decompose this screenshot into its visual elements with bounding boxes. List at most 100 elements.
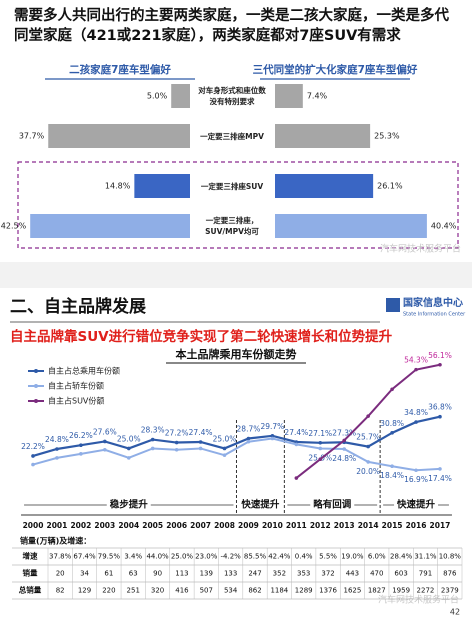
table-cell: 1184 <box>270 587 288 595</box>
table-cell: 470 <box>370 570 383 578</box>
point <box>318 446 323 451</box>
x-tick-label: 2010 <box>262 521 283 530</box>
point <box>246 436 251 441</box>
point <box>414 367 418 372</box>
point <box>31 454 35 458</box>
table-cell: 增速 <box>23 551 38 561</box>
value-label: 16.9% <box>404 475 428 484</box>
phase-label: 快速提升 <box>397 499 436 511</box>
point <box>390 387 394 392</box>
point <box>126 446 131 451</box>
category-label: 一定要三排座SUV <box>200 181 264 191</box>
x-tick-label: 2013 <box>334 521 355 530</box>
watermark: 汽车网技术服务平台 <box>380 243 461 255</box>
series-line <box>32 415 441 458</box>
point <box>366 414 370 418</box>
value-label: 24.8% <box>332 454 356 463</box>
highlight-box <box>17 161 459 249</box>
x-tick-label: 2017 <box>430 521 451 530</box>
x-tick-label: 2009 <box>238 521 259 530</box>
table-cell: 28.4% <box>390 553 413 561</box>
point <box>390 464 394 469</box>
value-label: 25.7% <box>356 433 380 442</box>
table-cell: 251 <box>127 587 140 595</box>
table-cell: 862 <box>248 587 261 595</box>
table-cell: 10.8% <box>439 553 462 561</box>
bar <box>30 214 191 238</box>
x-tick-label: 2006 <box>166 521 187 530</box>
table-cell: 37.8% <box>49 553 72 561</box>
point <box>103 439 107 444</box>
legend-marker <box>34 399 38 403</box>
point <box>126 456 131 460</box>
table-cell: 113 <box>175 570 188 578</box>
value-label: 20.0% <box>356 467 380 476</box>
point <box>414 420 418 424</box>
point <box>342 447 347 451</box>
point <box>366 460 370 464</box>
table-cell: 90 <box>153 570 162 578</box>
value-label: 14.8% <box>105 182 131 191</box>
point <box>366 444 370 449</box>
legend-marker <box>34 384 38 388</box>
value-label: 24.8% <box>45 435 69 444</box>
table-cell: 42.4% <box>268 553 291 561</box>
value-label: 7.4% <box>307 92 328 101</box>
table-cell: 133 <box>224 570 237 578</box>
value-label: 27.4% <box>189 428 213 437</box>
table-cell: 63 <box>129 570 138 578</box>
table-cell: 25.0% <box>171 553 194 561</box>
x-tick-label: 2004 <box>118 521 139 530</box>
table-cell: 销量 <box>23 568 38 578</box>
table-cell: 23.0% <box>195 553 218 561</box>
value-label: 36.8% <box>428 403 452 412</box>
point <box>246 439 251 444</box>
table-cell: 1827 <box>368 587 386 595</box>
value-label: 27.3% <box>332 428 356 437</box>
table-cell: 总销量 <box>19 585 42 595</box>
value-label: 25.0% <box>213 434 237 443</box>
table-cell: 61 <box>104 570 113 578</box>
bar <box>134 174 190 198</box>
point <box>294 442 299 447</box>
table-cell: 129 <box>78 587 91 595</box>
table-cell: 416 <box>175 587 189 595</box>
section-title: 二、自主品牌发展 <box>10 296 146 317</box>
table-cell: 2379 <box>441 587 459 595</box>
table-cell: 44.0% <box>146 553 169 561</box>
point <box>438 414 442 419</box>
table-cell: 31.1% <box>414 553 437 561</box>
bar <box>275 174 374 198</box>
phase-bg <box>394 498 439 512</box>
watermark: 汽车网技术服务平台 <box>378 594 459 606</box>
table-cell: 1959 <box>392 587 410 595</box>
logo-name: 国家信息中心 <box>403 296 463 309</box>
point <box>79 452 83 456</box>
slide-gap <box>0 262 472 288</box>
x-tick-label: 2015 <box>382 521 403 530</box>
table-cell: 3.4% <box>124 553 142 561</box>
legend-label: 自主占SUV份额 <box>48 396 104 406</box>
phase-label: 略有回调 <box>313 499 351 511</box>
value-label: 42.5% <box>1 222 27 231</box>
table-cell: 2272 <box>417 587 435 595</box>
x-tick-label: 2012 <box>310 521 331 530</box>
x-tick-label: 2014 <box>358 521 379 530</box>
logo-subtitle: State Information Center <box>403 312 466 318</box>
logo-icon <box>386 298 400 312</box>
category-label: 一定要三排座MPV <box>200 131 264 141</box>
x-tick-label: 2000 <box>23 521 44 530</box>
table-cell: 82 <box>56 587 65 595</box>
slide-title: 需要多人共同出行的主要两类家庭，一类是二孩大家庭，一类是多代同堂家庭（421或2… <box>14 8 449 44</box>
table-cell: 876 <box>443 570 457 578</box>
x-tick-label: 2008 <box>214 521 235 530</box>
point <box>55 447 59 451</box>
phase-bg <box>310 498 355 512</box>
point <box>318 457 323 462</box>
legend-label: 自主占轿车份额 <box>48 381 104 391</box>
value-label: 40.4% <box>431 222 457 231</box>
table-cell: 353 <box>297 570 310 578</box>
table-cell: 352 <box>273 570 286 578</box>
